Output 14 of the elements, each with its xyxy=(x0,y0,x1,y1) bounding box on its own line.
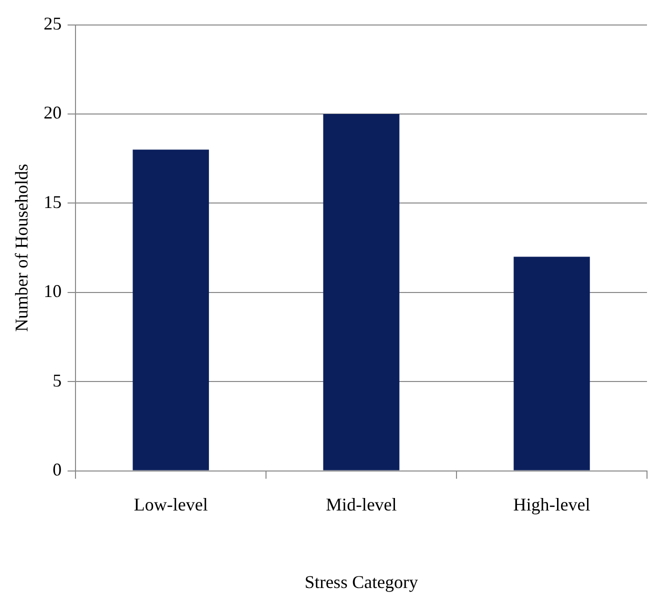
y-tick-label: 0 xyxy=(52,460,62,480)
y-tick-label: 20 xyxy=(44,102,62,123)
y-tick-label: 25 xyxy=(44,14,62,34)
y-tick-label: 10 xyxy=(44,281,62,302)
x-axis-title: Stress Category xyxy=(304,572,418,592)
y-tick-label: 5 xyxy=(52,370,62,390)
x-tick-label: Mid-level xyxy=(326,494,397,514)
x-tick-label: High-level xyxy=(513,494,590,514)
bar xyxy=(514,256,590,470)
x-tick-label: Low-level xyxy=(134,494,208,514)
bar xyxy=(132,150,209,470)
y-axis-title: Number of Households xyxy=(12,164,32,332)
y-tick-label: 15 xyxy=(44,192,62,212)
bar xyxy=(323,114,400,470)
